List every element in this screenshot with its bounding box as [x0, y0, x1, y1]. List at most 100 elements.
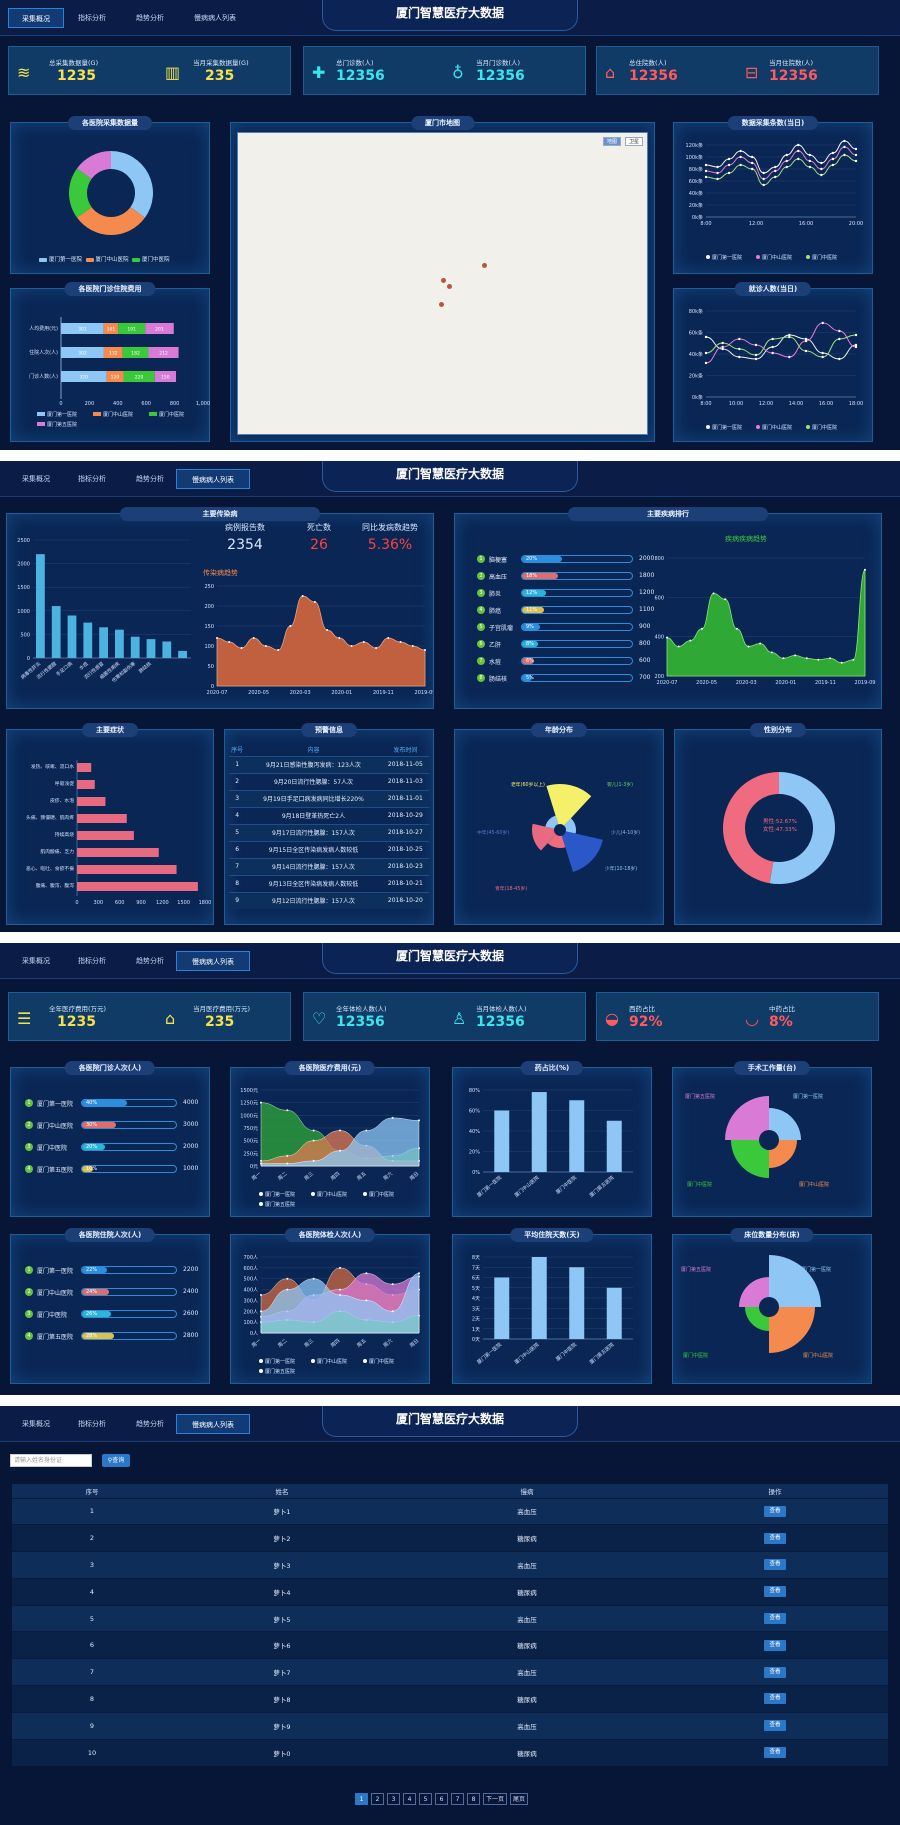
bar [115, 629, 124, 658]
rank-number: 4 [477, 606, 485, 614]
y-tick-label: 0k条 [692, 394, 703, 401]
slice-label: 婴儿(1-3岁) [607, 781, 633, 788]
area-series [216, 595, 426, 687]
tab-chronic-patients[interactable]: 慢病病人列表 [176, 1414, 250, 1434]
view-button[interactable]: 查看 [764, 1559, 786, 1571]
data-point [759, 642, 762, 645]
satellite-view-button[interactable]: 卫星 [624, 137, 643, 146]
page-button[interactable]: 6 [435, 1793, 448, 1805]
patient-name: 萝卜9 [172, 1711, 392, 1740]
data-point [704, 361, 708, 365]
view-button[interactable]: 查看 [764, 1693, 786, 1705]
panel-hospital-costs: 各医院门诊住院费用 0 200 400 600 800 1,000 人均费用(元) 301 10… [10, 282, 210, 442]
legend-marker [259, 1359, 263, 1363]
tab-overview[interactable]: 采集概况 [22, 957, 50, 965]
x-tick-label: 2020-05 [696, 680, 717, 686]
bar-chart: 80% 60% 40% 20% 0%厦门第一医院 厦门中山医院 厦门中医院 厦门第五医院 [469, 1088, 633, 1199]
legend-marker [756, 255, 760, 259]
x-tick-label: 厦门中山医院 [513, 1341, 540, 1366]
hospital-name: 厦门中山医院 [37, 1123, 74, 1130]
page-button[interactable]: 尾页 [510, 1793, 529, 1805]
view-button[interactable]: 查看 [764, 1586, 786, 1598]
alert-index: 2 [229, 772, 246, 790]
view-button[interactable]: 查看 [764, 1613, 786, 1625]
page-button[interactable]: 1 [355, 1793, 368, 1805]
data-point [339, 1129, 341, 1132]
alert-content: 9月12日流行性腮腺：157人次 [245, 891, 382, 909]
view-button[interactable]: 查看 [764, 1747, 786, 1759]
map-view-button[interactable]: 地图 [602, 137, 621, 146]
map-marker[interactable] [441, 278, 446, 283]
page-button[interactable]: 3 [387, 1793, 400, 1805]
data-point [750, 155, 754, 159]
header-bar: 采集概况 指标分析 趋势分析 慢病病人列表 厦门智慧医疗大数据 [0, 1406, 900, 1442]
patient-name: 萝卜5 [172, 1604, 392, 1632]
panel-map: 厦门市地图 地图 卫星 [230, 116, 655, 442]
data-point [854, 333, 858, 337]
hospital-name: 厦门第一医院 [37, 1268, 74, 1275]
kpi-label: 当月采集数据量(G) [193, 59, 249, 67]
bar [569, 1100, 585, 1172]
page-button[interactable]: 下一页 [483, 1793, 508, 1805]
search-button[interactable]: ⚲查询 [102, 1454, 130, 1467]
data-point [739, 163, 742, 167]
tab-overview[interactable]: 采集概况 [22, 1420, 50, 1428]
view-button[interactable]: 查看 [764, 1666, 786, 1678]
patient-index: 6 [12, 1631, 172, 1659]
bar [77, 763, 92, 772]
progress-percent: 40% [86, 1100, 98, 1106]
panel-outpatient-visits: 各医院门诊人次(人) 1 厦门第一医院 40% 4000 2 厦门中山医院 30% 3000 3… [10, 1061, 210, 1217]
x-tick-label: 周一 [251, 1171, 263, 1182]
page-button[interactable]: 5 [419, 1793, 432, 1805]
screen-indicators: 采集概况 指标分析 趋势分析 慢病病人列表 厦门智慧医疗大数据 主要传染病 25… [0, 461, 900, 932]
page-button[interactable]: 8 [467, 1793, 480, 1805]
view-button[interactable]: 查看 [764, 1505, 786, 1517]
x-tick-label: 0 [75, 900, 78, 906]
data-point [864, 568, 866, 571]
view-button[interactable]: 查看 [764, 1532, 786, 1544]
bar [77, 865, 177, 874]
progress-bar: 26% [81, 1310, 177, 1318]
tab-chronic-patients[interactable]: 慢病病人列表 [176, 951, 250, 971]
panel-title: 就诊人数(当日) [734, 282, 812, 296]
col-header: 慢病 [392, 1484, 662, 1498]
panel-medical-cost: 各医院医疗费用(元) 1500元 1250元 1000元 750元 500元 250元 0元… [230, 1061, 430, 1217]
map-marker[interactable] [439, 302, 444, 307]
tab-indicators[interactable]: 指标分析 [78, 1420, 106, 1428]
view-button[interactable]: 查看 [764, 1720, 786, 1732]
tab-overview[interactable]: 采集概况 [22, 475, 50, 483]
tab-chronic-patients[interactable]: 慢病病人列表 [176, 469, 250, 489]
city-map[interactable]: 地图 卫星 [237, 132, 648, 435]
search-input[interactable]: 请输入姓名身份证 [10, 1454, 92, 1467]
page-button[interactable]: 2 [371, 1793, 384, 1805]
tab-indicators[interactable]: 指标分析 [78, 957, 106, 965]
y-tick-label: 1500元 [240, 1088, 258, 1094]
bar [130, 636, 140, 658]
patient-index: 3 [12, 1551, 172, 1579]
action-cell: 查看 [662, 1738, 888, 1766]
tab-trends[interactable]: 趋势分析 [136, 957, 164, 965]
bar [77, 814, 127, 823]
data-point [704, 163, 708, 167]
panel-title: 各医院门诊住院费用 [64, 282, 156, 296]
tab-trends[interactable]: 趋势分析 [136, 14, 164, 22]
legend-marker [311, 1359, 315, 1363]
page-button[interactable]: 4 [403, 1793, 416, 1805]
col-header: 操作 [662, 1484, 888, 1498]
tab-trends[interactable]: 趋势分析 [136, 1420, 164, 1428]
tab-trends[interactable]: 趋势分析 [136, 475, 164, 483]
data-point [774, 175, 777, 179]
tab-indicators[interactable]: 指标分析 [78, 14, 106, 22]
page-button[interactable]: 7 [451, 1793, 464, 1805]
panel-avg-stay: 平均住院天数(天) 8天 7天 6天 5天 4天 3天 2天 1天 0天 厦门第一医院 厦门中山医院… [452, 1228, 652, 1384]
map-marker[interactable] [482, 263, 487, 268]
legend-label: 厦门中医院 [812, 254, 837, 261]
data-point [418, 1119, 420, 1122]
map-marker[interactable] [447, 284, 452, 289]
view-button[interactable]: 查看 [764, 1639, 786, 1651]
tab-overview[interactable]: 采集概况 [8, 8, 64, 28]
rose-slice [769, 1307, 815, 1353]
alert-content: 9月20日流行性腮腺：57人次 [245, 772, 382, 790]
tab-chronic-patients[interactable]: 慢病病人列表 [194, 14, 236, 22]
tab-indicators[interactable]: 指标分析 [78, 475, 106, 483]
